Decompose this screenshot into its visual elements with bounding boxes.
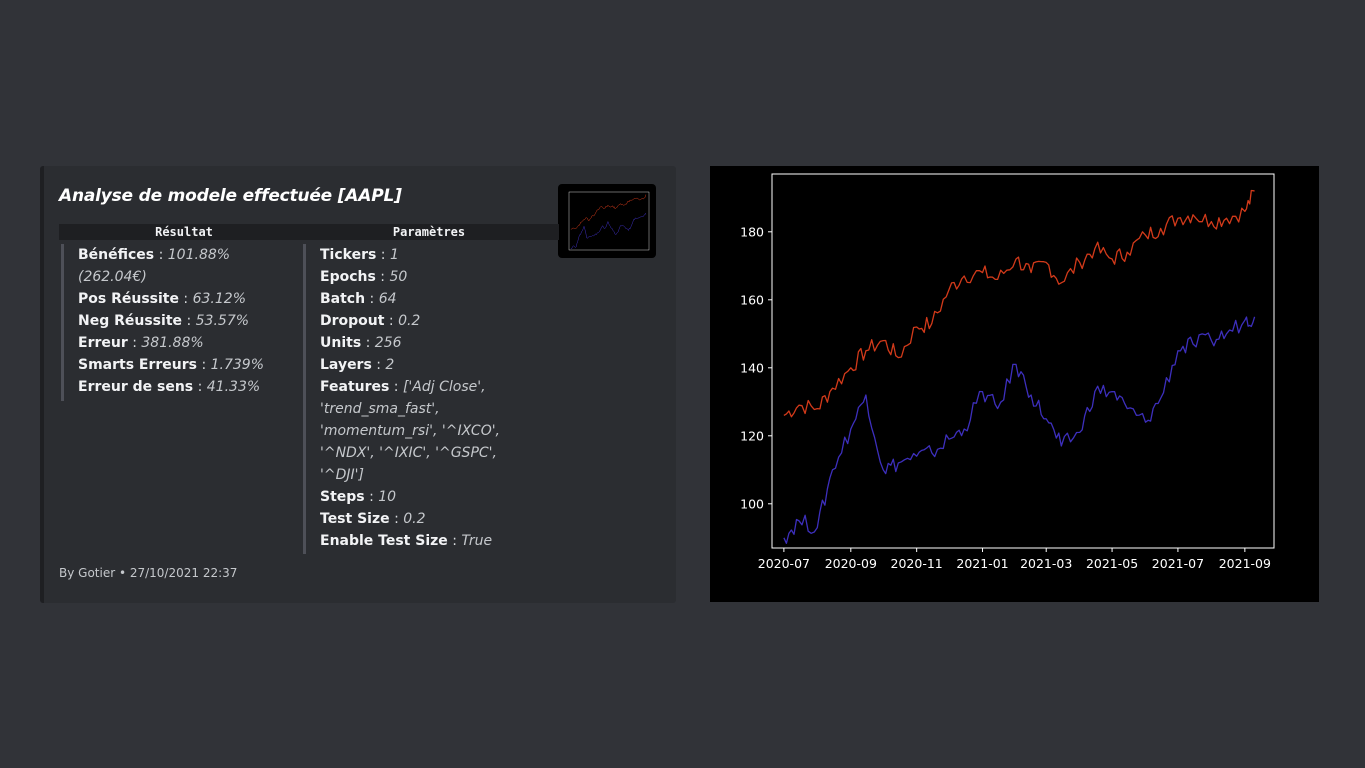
y-tick-label: 180 <box>740 224 764 239</box>
param-field: Epochs : 50 <box>320 269 408 285</box>
result-field: Smarts Erreurs : 1.739% <box>78 357 265 373</box>
result-field-value: 1.739% <box>210 357 265 373</box>
param-field-value: ['Adj Close', 'trend_sma_fast', 'momentu… <box>320 379 501 483</box>
table-header-bar: Résultat Paramètres <box>59 224 559 240</box>
x-tick-label: 2020-09 <box>825 556 877 571</box>
x-tick-label: 2020-07 <box>758 556 810 571</box>
param-field-value: 0.2 <box>403 511 426 527</box>
x-tick-label: 2021-09 <box>1219 556 1271 571</box>
result-field-key: Smarts Erreurs <box>78 357 197 373</box>
param-field-key: Steps <box>320 489 365 505</box>
param-field-key: Layers <box>320 357 372 373</box>
x-tick-label: 2021-03 <box>1020 556 1072 571</box>
result-field: Neg Réussite : 53.57% <box>78 313 250 329</box>
line-chart: 2020-07 2020-09 2020-11 2021-01 2021-03 2021-… <box>740 173 1275 571</box>
y-tick-label: 140 <box>740 360 764 375</box>
param-field-key: Dropout <box>320 313 385 329</box>
param-field-key: Tickers <box>320 247 377 263</box>
param-field: Units : 256 <box>320 335 402 351</box>
result-field-value: 63.12% <box>192 291 246 307</box>
param-field-value: 50 <box>389 269 408 285</box>
params-header: Paramètres <box>392 225 466 239</box>
param-field: Tickers : 1 <box>320 247 399 263</box>
param-field-value: 2 <box>385 357 395 373</box>
result-field: Erreur : 381.88% <box>78 335 204 351</box>
param-field: Features : ['Adj Close', 'trend_sma_fast… <box>320 379 501 483</box>
results-column: Bénéfices : 101.88% (262.04€) Pos Réussit… <box>61 244 291 401</box>
x-tick-label: 2021-01 <box>956 556 1008 571</box>
param-field: Batch : 64 <box>320 291 397 307</box>
plot-frame <box>568 191 650 251</box>
result-header: Résultat <box>155 225 213 239</box>
x-tick-label: 2021-07 <box>1152 556 1204 571</box>
result-field: Erreur de sens : 41.33% <box>78 379 261 395</box>
result-field-value: 41.33% <box>206 379 261 395</box>
param-field: Layers : 2 <box>320 357 395 373</box>
param-field-value: 10 <box>378 489 397 505</box>
param-field-value: True <box>461 533 493 549</box>
param-field-value: 0.2 <box>398 313 421 329</box>
param-field-key: Features <box>320 379 390 395</box>
param-field-key: Enable Test Size <box>320 533 448 549</box>
plot-frame <box>771 173 1275 549</box>
embed-card: Analyse de modele effectuée [AAPL] Résul… <box>40 166 676 603</box>
result-field-key: Erreur de sens <box>78 379 194 395</box>
embed-footer: By Gotier • 27/10/2021 22:37 <box>59 566 238 580</box>
param-field-value: 256 <box>374 335 402 351</box>
param-field: Steps : 10 <box>320 489 397 505</box>
param-field-key: Batch <box>320 291 366 307</box>
param-field-value: 64 <box>378 291 397 307</box>
param-field: Dropout : 0.2 <box>320 313 421 329</box>
result-field-value: 101.88% (262.04€) <box>78 247 231 285</box>
result-field-key: Pos Réussite <box>78 291 179 307</box>
param-field-key: Epochs <box>320 269 376 285</box>
result-field-value: 381.88% <box>141 335 204 351</box>
thumbnail-chart <box>568 191 650 251</box>
series-line-1 <box>570 194 647 230</box>
y-tick-label: 100 <box>740 496 764 511</box>
embed-thumbnail[interactable] <box>558 184 656 258</box>
x-tick-label: 2020-11 <box>891 556 943 571</box>
param-field: Test Size : 0.2 <box>320 511 426 527</box>
embed-title: Analyse de modele effectuée [AAPL] <box>59 186 402 206</box>
result-field: Bénéfices : 101.88% (262.04€) <box>78 247 231 285</box>
chart-image[interactable]: 2020-07 2020-09 2020-11 2021-01 2021-03 2021-… <box>710 166 1319 602</box>
x-tick-label: 2021-05 <box>1086 556 1138 571</box>
series-line-1 <box>783 189 1255 418</box>
result-field-key: Neg Réussite <box>78 313 183 329</box>
result-field-value: 53.57% <box>195 313 250 329</box>
params-column: Tickers : 1 Epochs : 50 Batch : 64 Dropout … <box>303 244 528 554</box>
result-field-key: Bénéfices <box>78 247 155 263</box>
param-field: Enable Test Size : True <box>320 533 493 549</box>
series-line-2 <box>783 316 1256 544</box>
param-field-key: Test Size <box>320 511 390 527</box>
series-line-2 <box>570 213 647 249</box>
y-tick-label: 120 <box>740 428 764 443</box>
result-field: Pos Réussite : 63.12% <box>78 291 246 307</box>
y-tick-label: 160 <box>740 292 764 307</box>
param-field-value: 1 <box>389 247 399 263</box>
result-field-key: Erreur <box>78 335 128 351</box>
param-field-key: Units <box>320 335 362 351</box>
